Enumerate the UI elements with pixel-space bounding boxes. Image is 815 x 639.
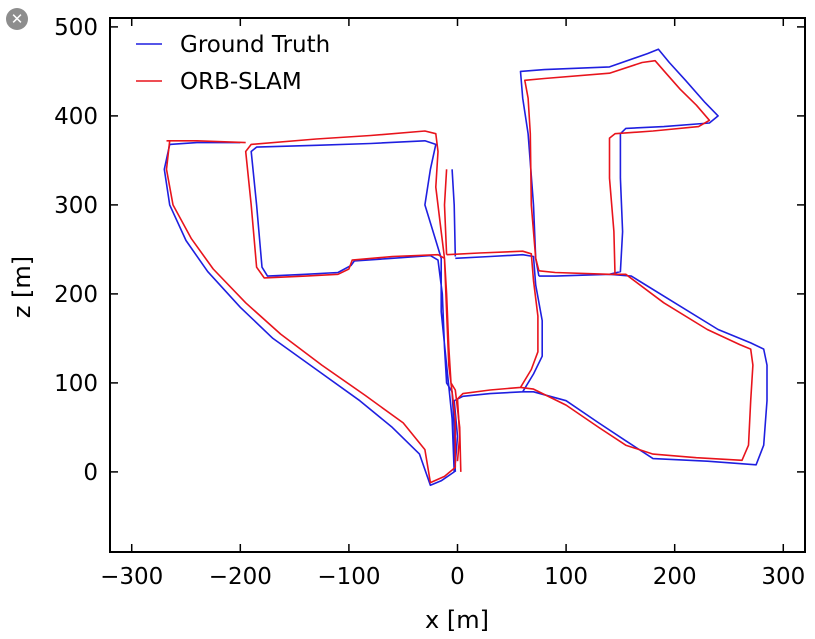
series-line-orb-slam-1 bbox=[166, 140, 246, 144]
series-line-ground-truth-4 bbox=[519, 48, 719, 277]
series-line-ground-truth-1 bbox=[169, 141, 241, 146]
x-tick-label: 0 bbox=[450, 564, 465, 590]
legend-label-ground-truth: Ground Truth bbox=[180, 32, 330, 58]
x-tick-label: −200 bbox=[209, 564, 272, 590]
series-line-ground-truth-3 bbox=[522, 273, 768, 466]
series-line-orb-slam-3 bbox=[520, 270, 754, 462]
y-axis-ticks: 0 100 200 300 400 500 bbox=[54, 15, 805, 486]
x-tick-label: −100 bbox=[317, 564, 380, 590]
x-tick-label: 100 bbox=[544, 564, 588, 590]
series-line-orb-slam-2 bbox=[446, 250, 539, 462]
x-tick-label: 200 bbox=[653, 564, 697, 590]
y-tick-label: 400 bbox=[54, 104, 98, 130]
y-tick-label: 0 bbox=[83, 460, 98, 486]
legend-label-orb-slam: ORB-SLAM bbox=[180, 69, 302, 95]
y-tick-label: 200 bbox=[54, 282, 98, 308]
legend: Ground Truth ORB-SLAM bbox=[136, 32, 330, 95]
series-line-ground-truth-5 bbox=[451, 169, 457, 257]
series-line-orb-slam-4 bbox=[523, 59, 711, 275]
plot-series-group bbox=[163, 48, 768, 487]
y-tick-label: 100 bbox=[54, 371, 98, 397]
y-tick-label: 500 bbox=[54, 15, 98, 41]
series-line-orb-slam-5 bbox=[443, 169, 448, 255]
x-axis-ticks: −300 −200 −100 0 100 200 300 bbox=[100, 18, 805, 590]
x-tick-label: −300 bbox=[100, 564, 163, 590]
x-axis-label: x [m] bbox=[425, 606, 489, 634]
y-axis-label: z [m] bbox=[8, 256, 36, 318]
series-line-orb-slam-0 bbox=[165, 130, 462, 484]
y-tick-label: 300 bbox=[54, 193, 98, 219]
x-tick-label: 300 bbox=[761, 564, 805, 590]
series-line-ground-truth-2 bbox=[453, 253, 544, 464]
close-icon[interactable]: ✕ bbox=[6, 8, 28, 30]
